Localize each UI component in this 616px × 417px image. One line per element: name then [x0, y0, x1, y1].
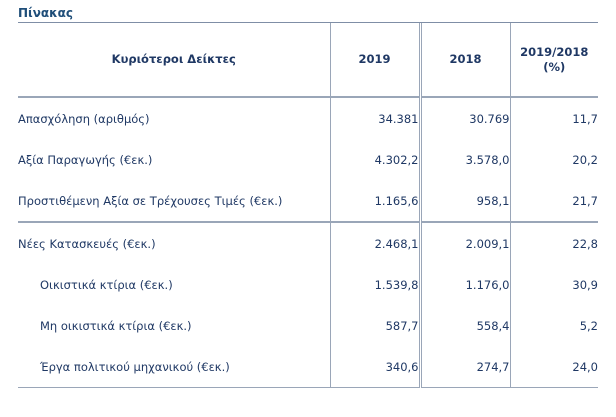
- value-2018: 3.578,0: [418, 139, 510, 180]
- value-2018: 2.009,1: [418, 221, 510, 264]
- header-indicators: Κυριότεροι Δείκτες: [18, 23, 330, 98]
- row-label: Οικιστικά κτίρια (€εκ.): [40, 277, 173, 292]
- table-row: Οικιστικά κτίρια (€εκ.) 1.539,8 1.176,0 …: [18, 264, 598, 305]
- header-row: Κυριότεροι Δείκτες 2019 2018 2019/2018 (%…: [18, 23, 598, 98]
- row-label: Μη οικιστικά κτίρια (€εκ.): [40, 318, 192, 333]
- table-row: Αξία Παραγωγής (€εκ.) 4.302,2 3.578,0 20…: [18, 139, 598, 180]
- row-label: Αξία Παραγωγής (€εκ.): [18, 152, 153, 167]
- value-change: 11,7: [509, 97, 598, 139]
- value-2019: 340,6: [329, 346, 420, 388]
- table-caption: Πίνακας: [18, 6, 74, 20]
- value-2019: 1.539,8: [329, 264, 420, 305]
- table-row: Νέες Κατασκευές (€εκ.) 2.468,1 2.009,1 2…: [18, 221, 598, 264]
- table-row: Έργα πολιτικού μηχανικού (€εκ.) 340,6 27…: [18, 346, 598, 388]
- value-2018: 1.176,0: [418, 264, 510, 305]
- value-2019: 34.381: [329, 97, 420, 139]
- table-row: Απασχόληση (αριθμός) 34.381 30.769 11,7: [18, 97, 598, 139]
- value-2018: 958,1: [418, 180, 510, 222]
- value-2019: 2.468,1: [329, 221, 420, 264]
- value-change: 20,2: [509, 139, 598, 180]
- value-2019: 1.165,6: [329, 180, 420, 222]
- caption-divider: [18, 22, 598, 23]
- header-2018: 2018: [418, 23, 510, 98]
- indicators-table: Κυριότεροι Δείκτες 2019 2018 2019/2018 (%…: [18, 23, 598, 388]
- value-2018: 274,7: [418, 346, 510, 388]
- value-change: 22,8: [509, 221, 598, 264]
- value-change: 24,0: [509, 346, 598, 388]
- value-change: 30,9: [509, 264, 598, 305]
- value-2018: 30.769: [418, 97, 510, 139]
- value-2019: 587,7: [329, 305, 420, 346]
- row-label: Έργα πολιτικού μηχανικού (€εκ.): [18, 346, 330, 388]
- table-row: Μη οικιστικά κτίρια (€εκ.) 587,7 558,4 5…: [18, 305, 598, 346]
- value-change: 5,2: [509, 305, 598, 346]
- header-change: 2019/2018 (%): [509, 23, 598, 98]
- value-2019: 4.302,2: [329, 139, 420, 180]
- row-label: Νέες Κατασκευές (€εκ.): [18, 221, 330, 264]
- row-label: Απασχόληση (αριθμός): [18, 111, 150, 126]
- value-2018: 558,4: [418, 305, 510, 346]
- value-change: 21,7: [509, 180, 598, 222]
- header-2019: 2019: [329, 23, 420, 98]
- row-label: Προστιθέμενη Αξία σε Τρέχουσες Τιμές (€ε…: [18, 193, 283, 208]
- table-row: Προστιθέμενη Αξία σε Τρέχουσες Τιμές (€ε…: [18, 180, 598, 222]
